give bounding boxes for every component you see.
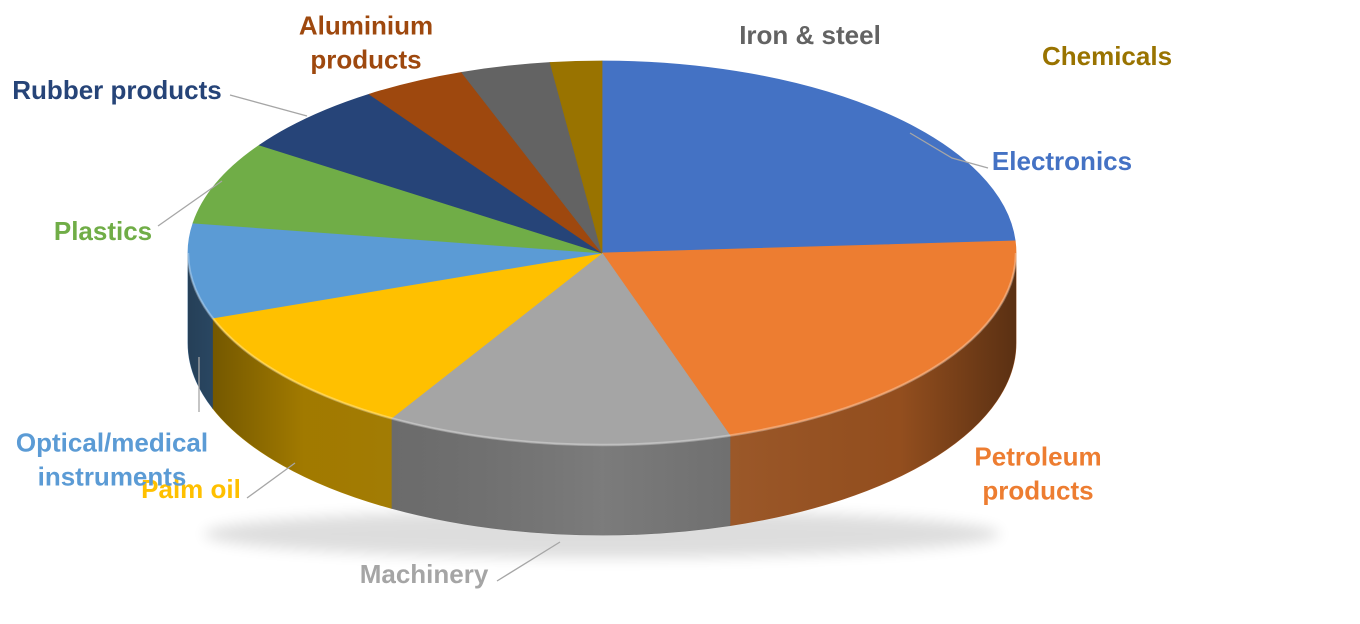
front-edge-highlight <box>186 252 1018 447</box>
leader-rubber <box>229 94 308 117</box>
leader-machinery <box>496 541 561 582</box>
slice-chemicals-top <box>549 60 603 254</box>
pie-front-bevel-highlight <box>186 252 1018 447</box>
slice-electronics-top <box>601 60 1016 254</box>
label-palm-oil: Palm oil <box>141 473 241 504</box>
pie-side-shade-overlay <box>188 253 1016 535</box>
pie-top-faces <box>187 60 1017 446</box>
slice-plastics-top <box>192 144 603 254</box>
label-electronics: Electronics <box>991 145 1133 176</box>
label-machinery: Machinery <box>359 558 489 589</box>
leader-lines <box>157 94 989 582</box>
leader-palm-oil <box>246 462 296 499</box>
leader-plastics <box>157 180 223 227</box>
pie-side-shading <box>188 253 1016 535</box>
label-iron-steel: Iron & steel <box>739 19 881 50</box>
label-plastics: Plastics <box>53 215 153 246</box>
slice-petroleum-products-top <box>601 240 1017 437</box>
slice-optical-medical-instruments-top <box>187 222 603 319</box>
label-optical-medical-instruments: Optical/medical instruments <box>15 427 209 492</box>
slice-machinery-top <box>390 252 731 446</box>
slice-palm-oil-top <box>211 252 603 419</box>
label-petroleum-products: Petroleum products <box>974 441 1102 506</box>
leader-electronics <box>909 132 989 169</box>
label-aluminium-products: Aluminium products <box>298 10 434 75</box>
label-chemicals: Chemicals <box>1041 40 1173 71</box>
label-rubber-products: Rubber products <box>12 74 222 105</box>
slice-rubber-products-top <box>258 93 603 254</box>
